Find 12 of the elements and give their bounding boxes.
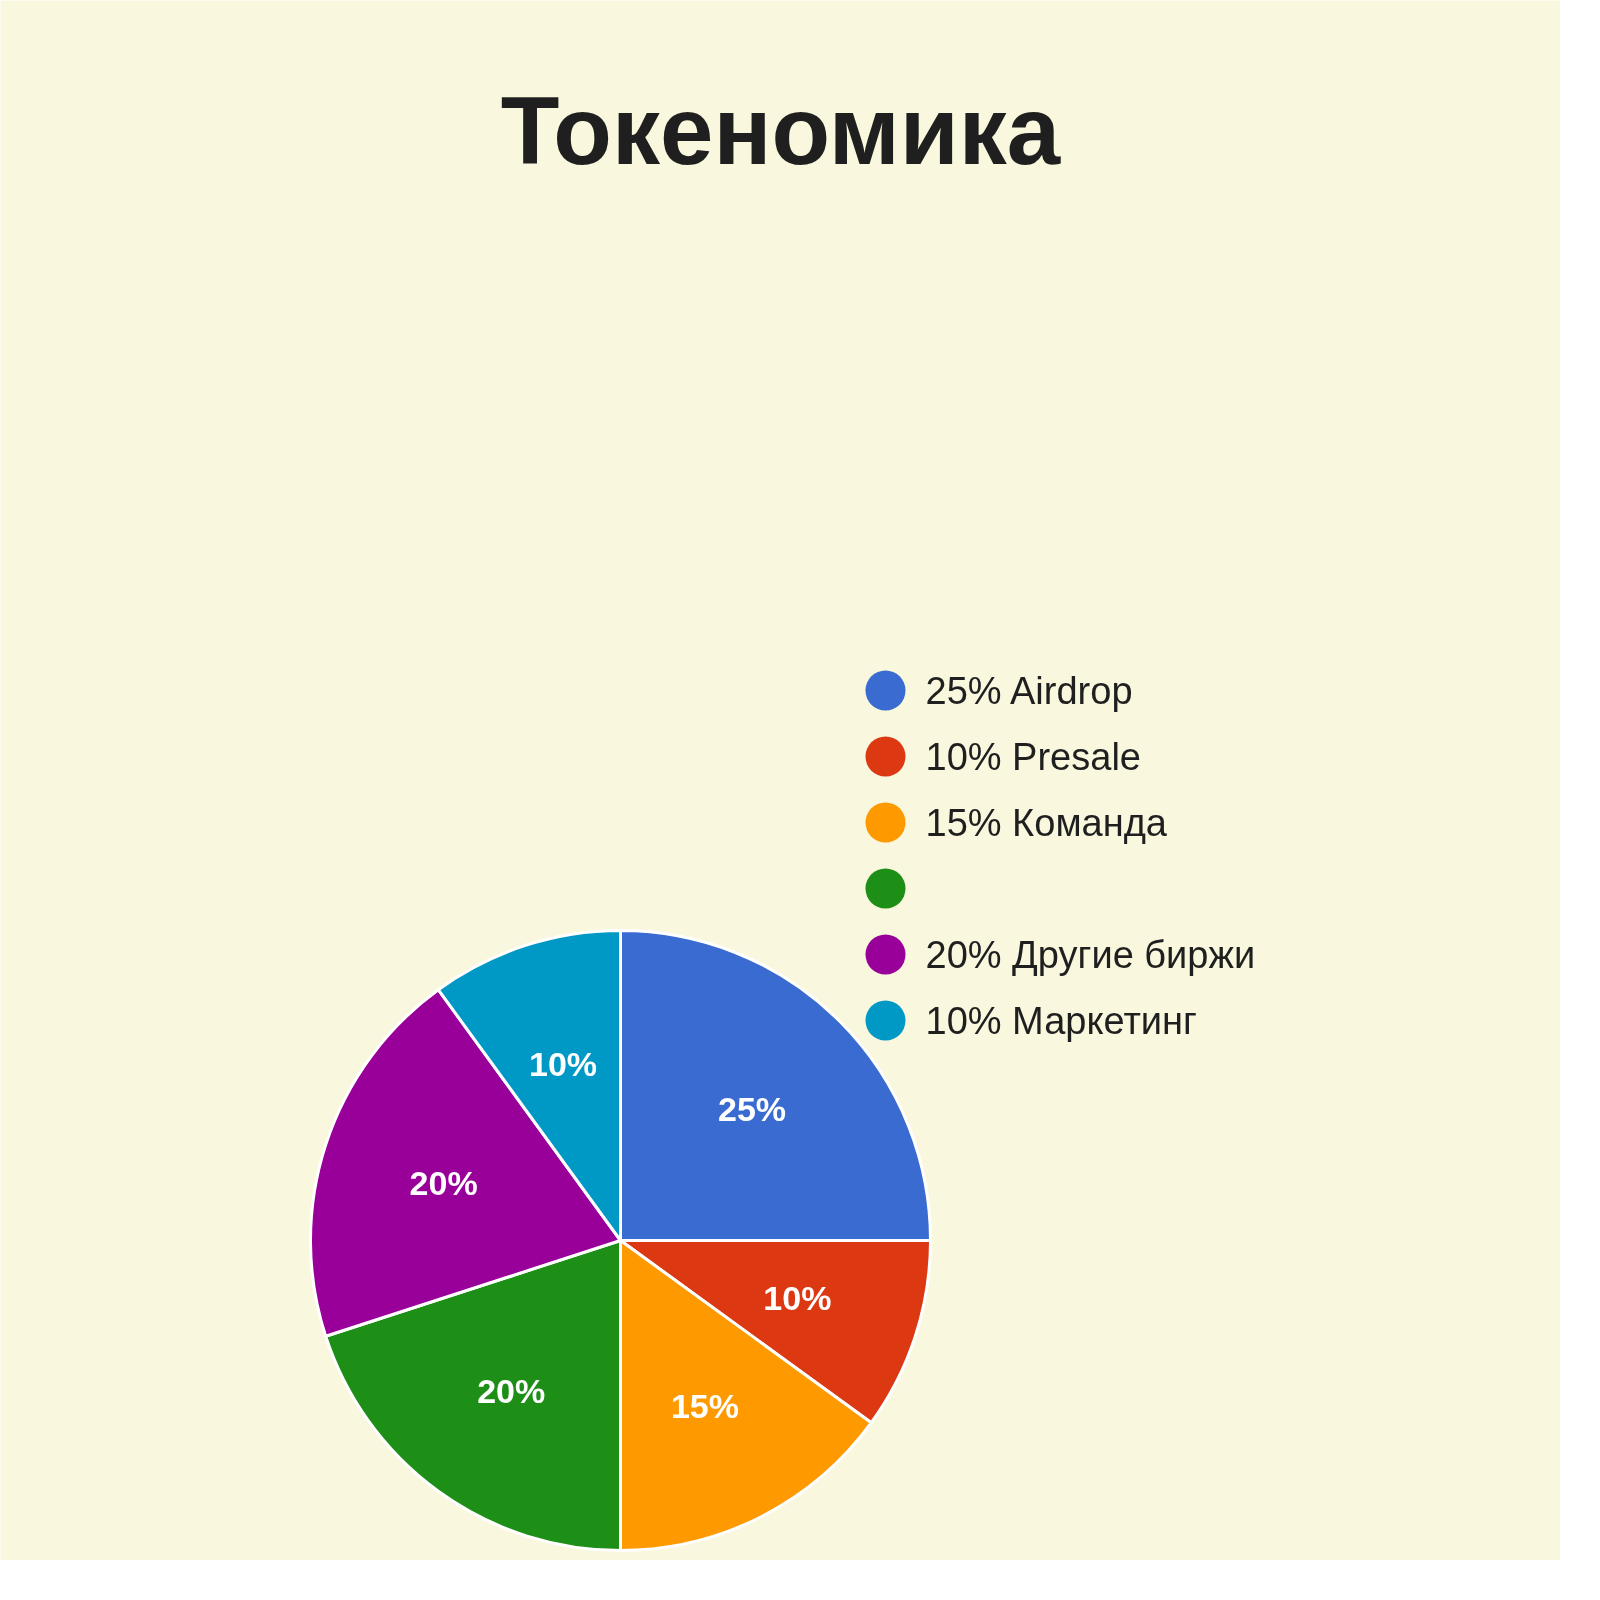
data-label: 10% [763,1278,832,1317]
legend-label: 20% Другие биржи [925,933,1256,976]
data-label: 20% [409,1164,478,1203]
legend-label: 10% Маркетинг [925,999,1197,1042]
legend-label: 10% Presale [925,735,1141,778]
data-label: 20% [477,1371,546,1410]
legend-label: 15% Команда [925,801,1168,844]
legend-label: 25% Airdrop [925,669,1133,712]
data-label: 25% [718,1089,787,1128]
data-label: 15% [670,1387,739,1426]
chart-title: Токеномика [500,77,1061,184]
data-label: 10% [529,1044,598,1083]
